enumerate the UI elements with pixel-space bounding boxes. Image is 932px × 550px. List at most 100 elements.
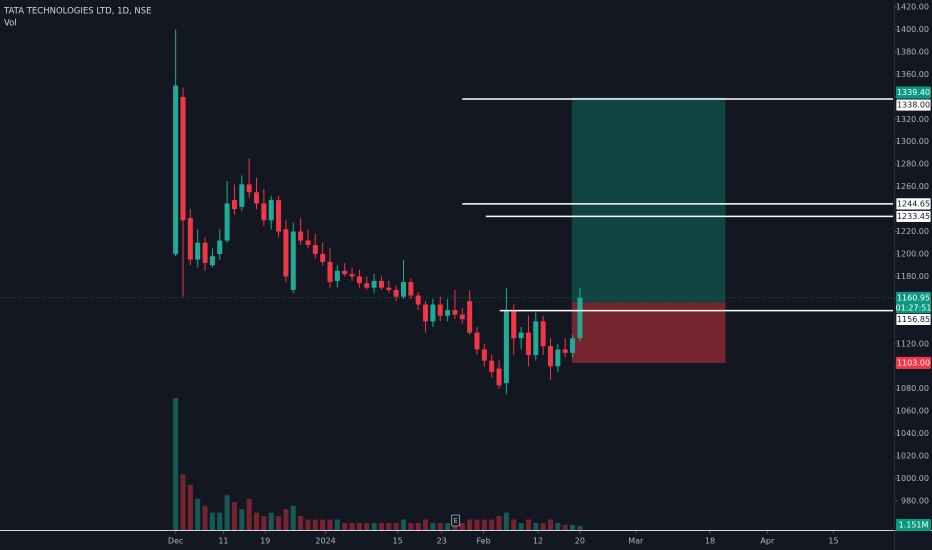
y-tick-label: 1080.00 xyxy=(896,384,929,393)
volume-bar xyxy=(349,523,355,530)
hline-label-box xyxy=(895,197,932,211)
candle-body xyxy=(570,338,576,353)
x-tick-label: Feb xyxy=(477,537,491,546)
y-tick-label: 1060.00 xyxy=(896,407,929,416)
candle-body xyxy=(364,283,370,288)
x-tick-label: 11 xyxy=(218,537,228,546)
volume-bar xyxy=(489,519,495,530)
last-price-label: 1160.95 xyxy=(897,293,930,302)
hline-label: 1338.00 xyxy=(897,101,930,110)
x-tick-label: Dec xyxy=(168,537,183,546)
volume-bar xyxy=(423,519,429,530)
volume-bar xyxy=(290,505,296,530)
candle-body xyxy=(401,282,407,297)
hline-label-box xyxy=(895,210,932,223)
volume-bar xyxy=(577,526,583,530)
candle-body xyxy=(349,274,355,277)
volume-bar xyxy=(393,523,399,530)
candle-body xyxy=(547,346,553,367)
volume-bar xyxy=(254,512,260,530)
x-tick-label: 2024 xyxy=(315,537,335,546)
candle-body xyxy=(371,280,377,288)
volume-bar xyxy=(452,523,458,530)
volume-bar xyxy=(246,498,252,530)
candle-body xyxy=(489,360,495,372)
entry-label-box xyxy=(895,313,932,326)
y-tick-label: 1000.00 xyxy=(896,474,929,483)
volume-bar xyxy=(364,523,370,530)
volume-bar xyxy=(298,516,304,530)
stop-label-box xyxy=(896,356,931,369)
candle-body xyxy=(481,349,487,361)
volume-bar xyxy=(283,509,289,530)
volume-bar xyxy=(511,519,517,530)
volume-bar xyxy=(547,519,553,530)
volume-bar xyxy=(496,516,502,530)
volume-bar xyxy=(334,519,340,530)
earnings-marker xyxy=(451,514,461,527)
volume-bar xyxy=(209,512,215,530)
volume-bar xyxy=(525,519,531,530)
candle-body xyxy=(334,270,340,281)
earnings-label: E xyxy=(453,517,457,525)
volume-bar xyxy=(239,509,245,530)
hline-label: 1244.65 xyxy=(897,199,930,208)
target-zone xyxy=(571,97,726,303)
y-tick-label: 1300.00 xyxy=(896,137,929,146)
candle-body xyxy=(231,200,237,210)
y-tick-label: 1260.00 xyxy=(896,182,929,191)
candle-body xyxy=(408,282,414,296)
volume-bar xyxy=(445,523,451,530)
candle-body xyxy=(254,192,260,204)
volume-label: 1.151M xyxy=(899,521,929,530)
candle-body xyxy=(533,321,539,356)
candle-body xyxy=(503,310,509,384)
volume-bar xyxy=(401,519,407,530)
candle-body xyxy=(562,349,568,353)
volume-bar xyxy=(503,512,509,530)
volume-bar xyxy=(173,397,179,530)
candle-body xyxy=(356,276,362,284)
candle-body xyxy=(467,301,473,333)
y-tick-label: 1120.00 xyxy=(896,339,929,348)
volume-bar xyxy=(518,523,524,530)
target-label-box xyxy=(896,86,931,99)
candle-body xyxy=(577,297,583,339)
candle-body xyxy=(327,261,333,283)
candle-body xyxy=(459,314,465,320)
y-tick-label: 1180.00 xyxy=(896,272,929,281)
volume-bar xyxy=(342,523,348,530)
candle-body xyxy=(423,304,429,322)
y-tick-label: 1360.00 xyxy=(896,70,929,79)
hline-label-box xyxy=(895,98,932,112)
candle-body xyxy=(305,240,311,246)
candle-body xyxy=(195,242,201,260)
candle-body xyxy=(202,242,208,263)
candle-body xyxy=(415,295,421,305)
stop-label: 1103.00 xyxy=(897,358,930,367)
volume-label-box xyxy=(896,519,931,531)
volume-title: Vol xyxy=(4,19,17,29)
candle-body xyxy=(496,368,502,386)
candle-body xyxy=(312,245,318,254)
x-tick-label: 18 xyxy=(705,537,715,546)
volume-bar xyxy=(224,495,230,530)
volume-bar xyxy=(180,474,186,530)
volume-bar xyxy=(481,519,487,530)
x-tick-label: 19 xyxy=(260,537,270,546)
volume-bar xyxy=(562,524,568,530)
chart-title: TATA TECHNOLOGIES LTD, 1D, NSE xyxy=(3,7,152,17)
candle-body xyxy=(209,256,215,266)
volume-bar xyxy=(415,523,421,530)
x-tick-label: 12 xyxy=(533,537,543,546)
candle-body xyxy=(474,332,480,350)
volume-bar xyxy=(430,523,436,530)
volume-bar xyxy=(320,519,326,530)
y-tick-label: 1400.00 xyxy=(896,25,929,34)
volume-bar xyxy=(378,523,384,530)
hline-label: 1233.45 xyxy=(897,212,930,221)
volume-bar xyxy=(570,524,576,530)
volume-bar xyxy=(231,502,237,530)
